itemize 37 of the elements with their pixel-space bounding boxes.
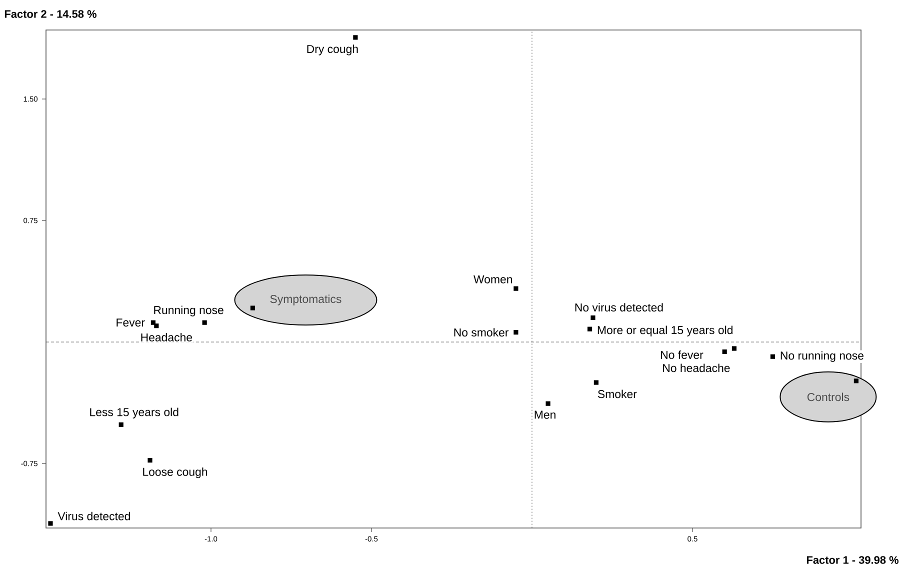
point	[594, 380, 598, 385]
data-label: Men	[534, 410, 556, 419]
data-label: No headache	[663, 364, 730, 372]
point	[546, 401, 550, 406]
data-label: No fever	[661, 350, 704, 359]
point	[48, 521, 53, 526]
data-label: Dry cough	[307, 44, 358, 56]
data-label: Less 15 years old	[90, 408, 178, 418]
point	[587, 326, 592, 332]
data-label: More or equal 15 years old	[598, 326, 732, 336]
point	[514, 330, 518, 335]
data-label: Loose cough	[143, 467, 208, 478]
point	[154, 324, 159, 328]
point	[770, 354, 776, 359]
annotation: Symptomatics	[270, 294, 342, 306]
data-label: Women	[474, 275, 512, 284]
data-label: No running nose	[780, 351, 864, 362]
point	[353, 35, 358, 40]
point	[202, 320, 207, 325]
data-label: Headache	[141, 333, 192, 342]
point	[590, 315, 596, 320]
point	[722, 349, 727, 354]
data-label: Running nose	[154, 306, 224, 316]
annotation: Controls	[807, 392, 850, 402]
point	[514, 286, 518, 291]
point	[732, 346, 737, 351]
data-label: Fever	[116, 318, 145, 327]
point	[148, 458, 152, 463]
point	[854, 378, 858, 384]
data-label: No virus detected	[575, 303, 663, 312]
data-label: No smoker	[454, 328, 509, 336]
y-axis-title: Factor 2 - 14.58 %	[4, 10, 96, 18]
x-axis-title: Factor 1 - 39.98 %	[806, 556, 899, 564]
point	[250, 306, 256, 310]
data-label: Smoker	[598, 390, 637, 398]
point	[118, 422, 124, 427]
data-label: Virus detected	[58, 512, 130, 520]
